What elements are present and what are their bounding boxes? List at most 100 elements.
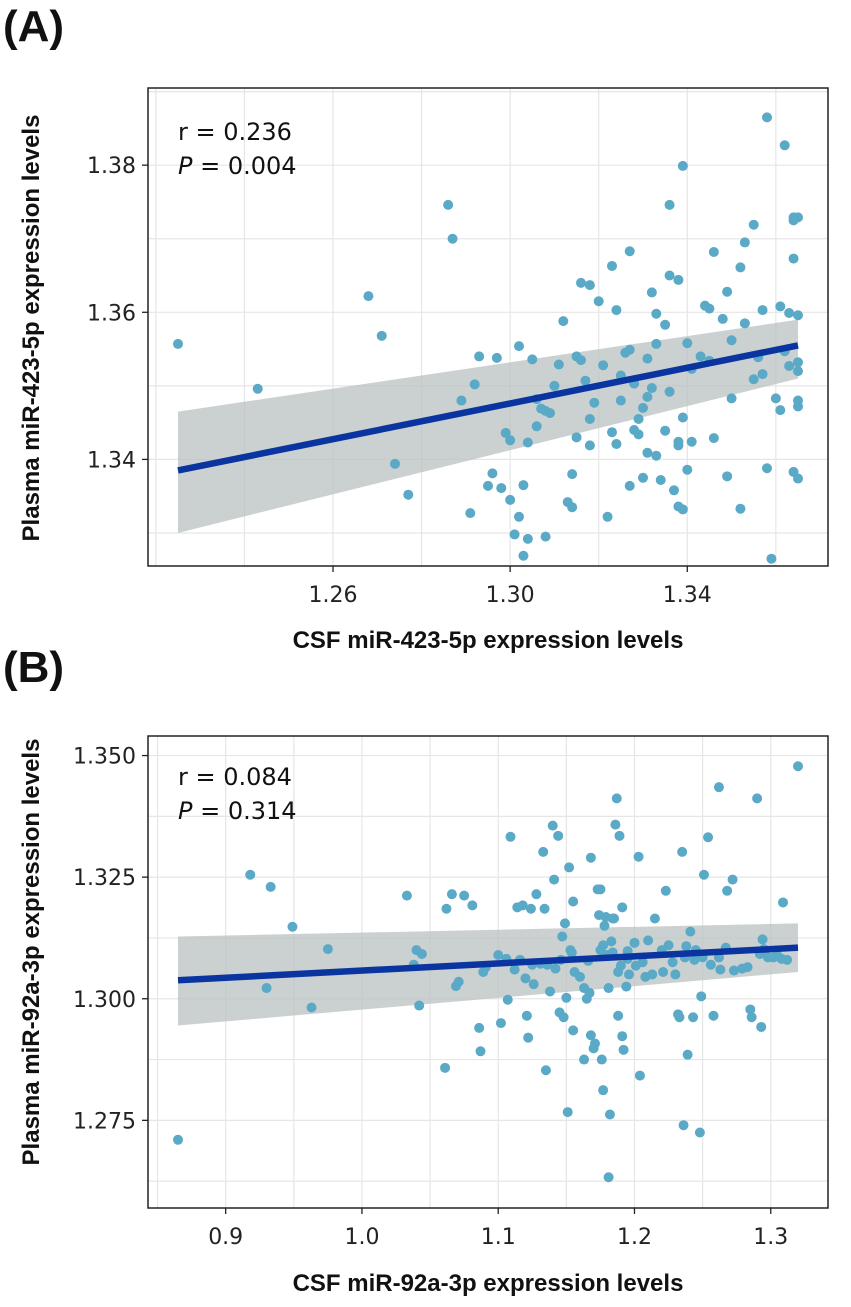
y-tick-label: 1.34 bbox=[87, 448, 136, 473]
data-point bbox=[766, 553, 777, 564]
data-point bbox=[642, 391, 653, 402]
data-point bbox=[483, 480, 493, 491]
x-tick-label: 1.34 bbox=[663, 583, 712, 608]
data-point bbox=[522, 437, 533, 448]
data-point bbox=[602, 511, 613, 522]
data-point bbox=[589, 397, 600, 408]
data-point bbox=[748, 219, 759, 230]
data-point bbox=[664, 386, 675, 397]
data-point bbox=[500, 427, 511, 438]
data-point bbox=[673, 440, 684, 451]
panel-label-b: (B) bbox=[3, 643, 65, 692]
data-point bbox=[664, 199, 675, 210]
data-point bbox=[784, 360, 795, 371]
x-axis-label-b: CSF miR-92a-3p expression levels bbox=[292, 1270, 684, 1297]
data-point bbox=[779, 140, 790, 151]
data-point bbox=[638, 402, 648, 413]
data-point bbox=[677, 160, 688, 171]
data-point bbox=[522, 533, 533, 544]
data-point bbox=[735, 262, 746, 273]
data-point bbox=[646, 287, 657, 298]
data-point bbox=[660, 425, 671, 436]
data-point bbox=[465, 508, 476, 519]
data-point bbox=[514, 341, 524, 352]
data-point bbox=[505, 435, 516, 446]
data-point bbox=[762, 112, 772, 123]
data-point bbox=[518, 550, 529, 561]
data-point bbox=[363, 291, 374, 302]
x-axis-label-a: CSF miR-423-5p expression levels bbox=[292, 627, 684, 654]
data-point bbox=[677, 412, 688, 423]
p-value-text: = 0.004 bbox=[192, 152, 296, 180]
data-point bbox=[593, 296, 604, 307]
data-point bbox=[580, 375, 591, 386]
data-point bbox=[748, 374, 759, 385]
data-point bbox=[793, 473, 803, 484]
data-point bbox=[784, 308, 795, 319]
data-point bbox=[607, 260, 617, 271]
data-point bbox=[456, 395, 467, 406]
data-point bbox=[726, 393, 737, 404]
data-point bbox=[491, 352, 502, 363]
data-point bbox=[545, 408, 555, 419]
data-point bbox=[376, 330, 387, 341]
data-point bbox=[686, 436, 697, 447]
data-point bbox=[540, 531, 551, 542]
data-point bbox=[624, 344, 635, 355]
data-point bbox=[584, 440, 595, 451]
data-point bbox=[549, 380, 560, 391]
data-point bbox=[793, 212, 803, 223]
y-tick-label: 1.36 bbox=[87, 301, 136, 326]
data-point bbox=[735, 503, 746, 514]
data-point bbox=[505, 494, 516, 505]
data-point bbox=[673, 274, 684, 285]
plot-frame-a bbox=[147, 87, 829, 567]
data-point bbox=[443, 199, 454, 210]
data-point bbox=[660, 319, 671, 330]
data-point bbox=[584, 280, 595, 291]
p-value-a: P = 0.004 bbox=[178, 152, 297, 180]
data-point bbox=[793, 357, 803, 368]
data-point bbox=[633, 413, 644, 424]
data-point bbox=[567, 469, 578, 480]
data-point bbox=[642, 447, 653, 458]
data-point bbox=[252, 383, 263, 394]
regression-line-a bbox=[177, 342, 799, 474]
y-axis-label-b: Plasma miR-92a-3p expression levels bbox=[18, 738, 45, 1166]
data-point bbox=[624, 480, 635, 491]
data-point bbox=[722, 286, 733, 297]
data-point bbox=[638, 472, 648, 483]
data-point bbox=[788, 253, 799, 264]
data-point bbox=[722, 471, 733, 482]
data-point bbox=[514, 511, 524, 522]
data-point bbox=[757, 305, 768, 316]
data-point bbox=[403, 489, 414, 500]
data-point bbox=[558, 316, 569, 327]
data-point bbox=[553, 359, 564, 370]
data-point bbox=[717, 313, 728, 324]
data-point bbox=[615, 395, 626, 406]
data-point bbox=[607, 427, 617, 438]
x-tick-label: 1.26 bbox=[309, 583, 358, 608]
p-symbol: P bbox=[178, 152, 193, 180]
data-point bbox=[531, 421, 542, 432]
data-point bbox=[611, 305, 622, 316]
data-point bbox=[624, 246, 635, 257]
data-point bbox=[390, 458, 400, 469]
data-point bbox=[584, 413, 595, 424]
data-point bbox=[793, 395, 803, 406]
data-point bbox=[633, 429, 644, 440]
data-point bbox=[496, 483, 507, 494]
data-point bbox=[775, 301, 786, 312]
data-point bbox=[757, 369, 768, 380]
data-point bbox=[708, 246, 719, 257]
data-point bbox=[173, 338, 183, 349]
data-point bbox=[655, 475, 666, 486]
data-point bbox=[469, 379, 480, 390]
data-point bbox=[669, 485, 679, 496]
data-point bbox=[646, 383, 657, 394]
data-point bbox=[447, 233, 458, 244]
data-point bbox=[611, 438, 622, 449]
data-point bbox=[726, 335, 737, 346]
